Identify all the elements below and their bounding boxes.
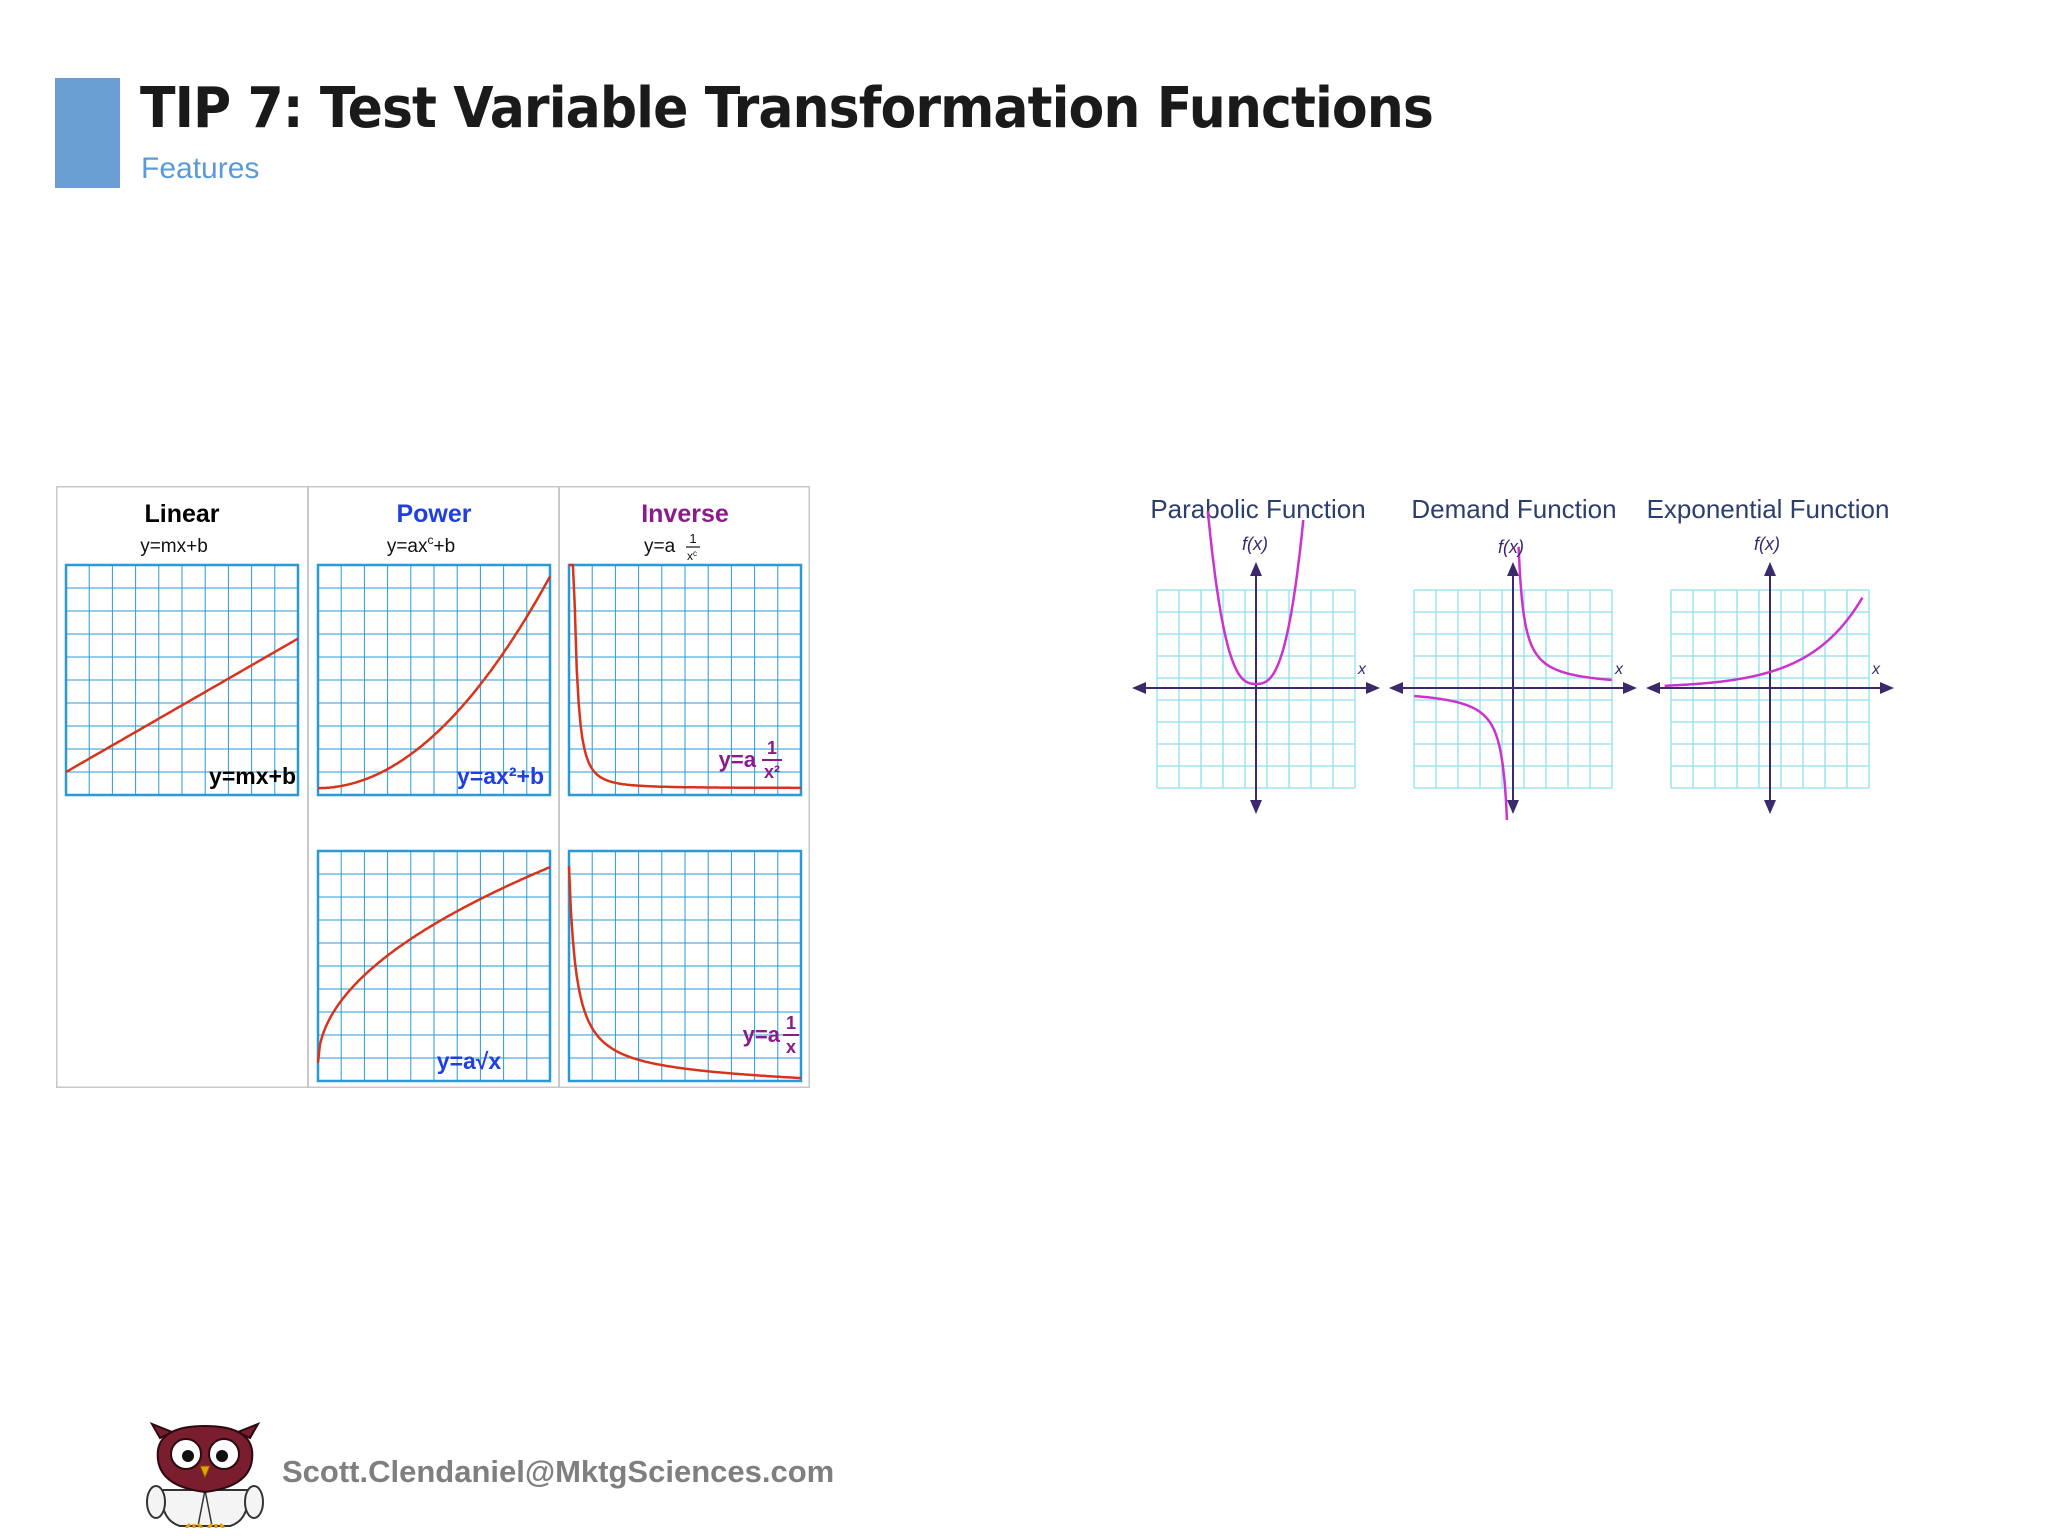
y-axis-arrow-up [1764,562,1776,576]
x-axis-arrow-left [1646,682,1660,694]
label-inverse-square-prefix: y=a [719,747,757,772]
formula-power-exponent: c [428,533,434,547]
formula-inverse-den-base: x [687,549,693,563]
slide-title: TIP 7: Test Variable Transformation Func… [140,76,1434,141]
slide-subtitle: Features [141,152,260,185]
y-axis-arrow-down [1764,800,1776,814]
graph-power-sqrt [316,849,552,1083]
curve [65,637,299,774]
title-demand: Demand Function [1411,494,1616,524]
graph-frame [567,563,803,797]
label-inverse-square-numerator: 1 [767,738,777,758]
curve [318,575,552,790]
y-axis-arrow-down [1507,800,1519,814]
graph-frame [316,849,552,1083]
function-shapes-figure: Parabolic Function Demand Function Expon… [1132,494,1894,820]
graph-exponential [1646,562,1894,814]
graph-inverse-square [567,563,803,797]
x-axis-arrow-left [1389,682,1403,694]
label-inverse-numerator: 1 [786,1013,796,1033]
title-exponential: Exponential Function [1647,494,1890,524]
heading-inverse: Inverse [641,500,729,528]
graph-linear [64,563,300,797]
graph-parabolic [1132,511,1380,814]
curve [1206,511,1305,686]
label-linear: y=mx+b [209,763,296,789]
formula-inverse-den-exp: c [693,549,697,558]
graph-frame [316,563,552,797]
title-parabolic: Parabolic Function [1150,494,1365,524]
curve [567,866,802,1080]
transformation-functions-figure: Linear Power Inverse y=mx+b y=axc+b y=a … [56,486,810,1088]
heading-power: Power [396,500,471,528]
owl-scientist-logo [146,1422,264,1528]
curve [316,865,551,1063]
formula-power-base: y=ax [387,536,428,557]
yaxis-label-parabolic: f(x) [1242,534,1268,554]
graph-demand [1389,546,1637,820]
x-axis-arrow-right [1880,682,1894,694]
graph-frame [64,563,300,797]
curve [1414,694,1509,820]
formula-inverse-denominator: xc [687,549,697,563]
formula-inverse-prefix: y=a [644,536,676,557]
heading-linear: Linear [144,500,219,528]
label-inverse-prefix: y=a [743,1022,781,1047]
label-power-square: y=ax²+b [457,763,544,789]
y-axis-arrow-up [1250,562,1262,576]
formula-power-tail: +b [434,536,456,557]
yaxis-label-demand: f(x) [1498,537,1524,557]
graph-frame [567,849,803,1083]
xaxis-label-exponential: x [1871,661,1881,678]
y-axis-arrow-up [1507,562,1519,576]
label-inverse-square-denominator: x² [764,762,780,782]
x-axis-arrow-left [1132,682,1146,694]
title-accent-bar [55,78,120,188]
label-inverse-denominator: x [786,1037,796,1057]
x-axis-arrow-right [1366,682,1380,694]
graph-inverse [567,849,803,1083]
yaxis-label-exponential: f(x) [1754,534,1780,554]
xaxis-label-demand: x [1614,661,1624,678]
graph-power-square [316,563,552,797]
formula-linear: y=mx+b [140,536,208,557]
curve [569,563,801,790]
curve [1517,546,1612,682]
x-axis-arrow-right [1623,682,1637,694]
xaxis-label-parabolic: x [1357,661,1367,678]
y-axis-arrow-down [1250,800,1262,814]
label-power-sqrt: y=a√x [437,1048,502,1074]
footer-email: Scott.Clendaniel@MktgSciences.com [282,1454,835,1489]
formula-power: y=axc+b [387,533,455,557]
formula-inverse-numerator: 1 [689,531,696,546]
curve [1664,597,1864,688]
